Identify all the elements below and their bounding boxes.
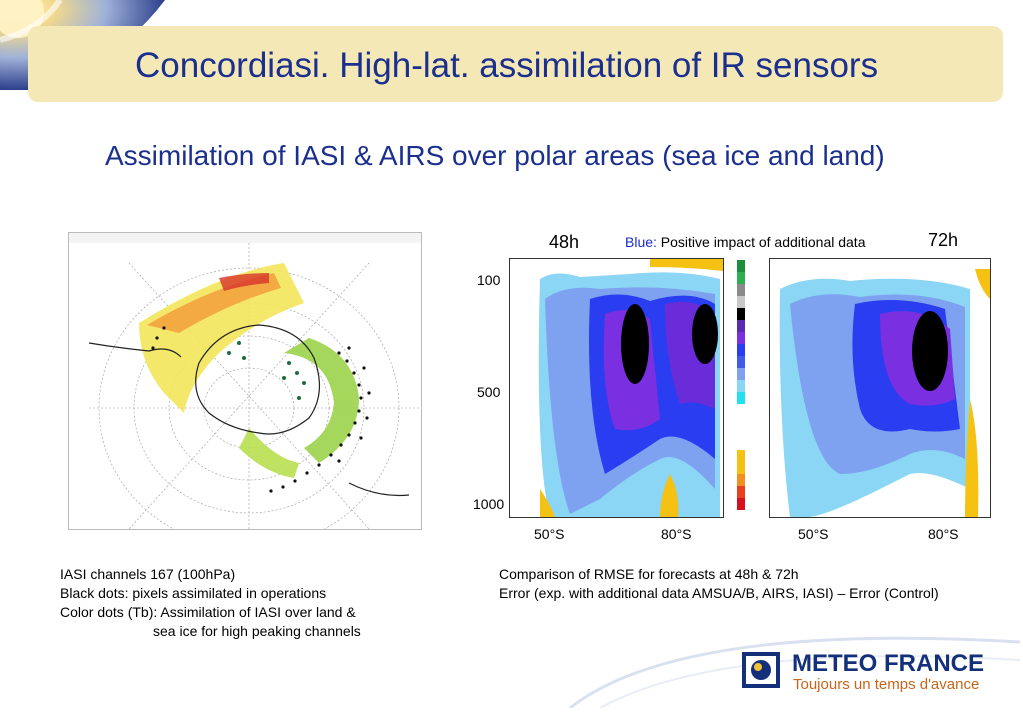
label-48h: 48h (549, 232, 580, 252)
colorbar (735, 258, 767, 518)
logo-tagline: Toujours un temps d'avance (793, 676, 980, 693)
x-label-72h-80s: 80°S (928, 526, 959, 542)
x-label-48h-50s: 50°S (534, 526, 565, 542)
x-label-72h-50s: 50°S (798, 526, 829, 542)
meteo-france-logo-icon (742, 652, 780, 688)
map-caption-line-2: Black dots: pixels assimilated in operat… (60, 585, 327, 601)
rmse-panel-72h (769, 258, 991, 518)
label-72h: 72h (928, 230, 959, 250)
impact-legend: Blue: Positive impact of additional data (625, 234, 866, 250)
map-caption-line-3: Color dots (Tb): Assimilation of IASI ov… (60, 604, 356, 620)
title-bar (28, 26, 1003, 102)
x-label-48h-80s: 80°S (661, 526, 692, 542)
map-caption-line-4: sea ice for high peaking channels (153, 623, 361, 639)
slide-subtitle: Assimilation of IASI & AIRS over polar a… (105, 140, 885, 171)
slide-title: Concordiasi. High-lat. assimilation of I… (135, 46, 879, 85)
rmse-panel-48h (509, 258, 724, 518)
impact-legend-colored: Blue: (625, 234, 657, 250)
comparison-caption-line-1: Comparison of RMSE for forecasts at 48h … (499, 566, 799, 582)
impact-legend-rest: Positive impact of additional data (656, 234, 866, 250)
y-label-1000: 1000 (473, 496, 505, 512)
comparison-caption-line-2: Error (exp. with additional data AMSUA/B… (499, 585, 939, 601)
y-label-500: 500 (477, 384, 501, 400)
logo-name: METEO FRANCE (792, 650, 984, 677)
map-caption-line-1: IASI channels 167 (100hPa) (60, 566, 236, 582)
y-label-100: 100 (477, 272, 501, 288)
polar-map (68, 232, 422, 530)
